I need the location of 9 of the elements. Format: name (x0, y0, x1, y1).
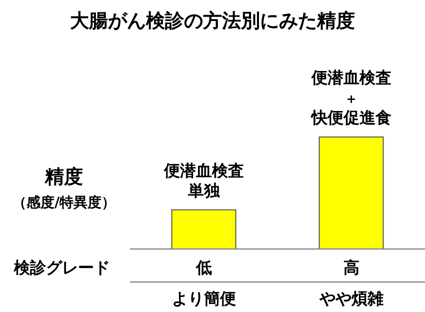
text: より簡便 (172, 289, 236, 308)
x-tick-label: 高 (343, 258, 360, 277)
y-axis-title: 精度（感度/特異度） (12, 166, 116, 211)
text: やや煩雑 (318, 289, 384, 308)
x-tick-label: 低 (194, 258, 212, 277)
chart-title: 大腸がん検診の方法別にみた精度 (70, 10, 355, 32)
annotation: 便潜血検査単独 (162, 160, 244, 200)
x-axis-title: 検診グレード (13, 258, 110, 277)
annotation: 便潜血検査+快便促進食 (310, 68, 392, 127)
